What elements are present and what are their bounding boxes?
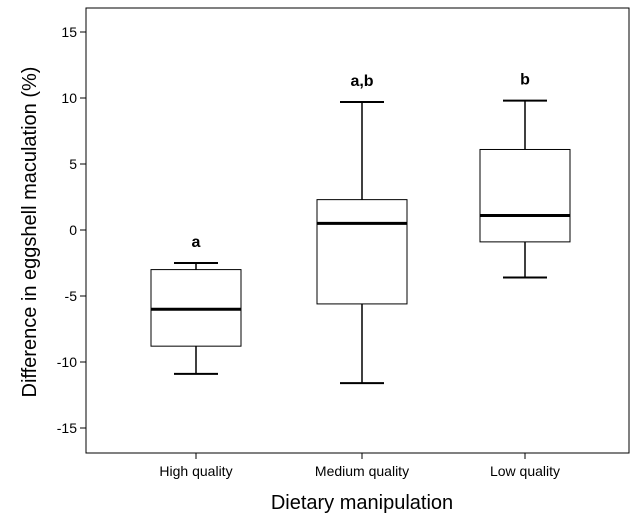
x-axis-title: Dietary manipulation xyxy=(271,492,453,514)
significance-label: a xyxy=(192,234,201,251)
x-category-label: Medium quality xyxy=(315,463,409,479)
box-1: a xyxy=(150,234,242,375)
iqr-box xyxy=(316,199,408,305)
significance-label: a,b xyxy=(350,73,373,90)
y-tick-label: 0 xyxy=(69,222,77,238)
iqr-box xyxy=(479,148,571,243)
y-tick-label: 10 xyxy=(61,90,77,106)
y-tick-label: -5 xyxy=(65,288,78,304)
y-tick-label: 15 xyxy=(61,24,77,40)
y-tick-label: 5 xyxy=(69,156,77,172)
box-3: b xyxy=(479,72,571,279)
significance-label: b xyxy=(520,72,530,89)
y-axis-title: Difference in eggshell maculation (%) xyxy=(19,67,41,398)
x-category-label: Low quality xyxy=(490,463,560,479)
y-axis: 15 10 5 0 -5 -10 -15 xyxy=(57,24,86,436)
x-category-label: High quality xyxy=(159,463,232,479)
x-axis: High quality Medium quality Low quality xyxy=(159,453,560,479)
y-tick-label: -10 xyxy=(57,354,77,370)
boxes: a a,b b xyxy=(150,72,571,385)
y-tick-label: -15 xyxy=(57,420,77,436)
box-2: a,b xyxy=(316,73,408,385)
